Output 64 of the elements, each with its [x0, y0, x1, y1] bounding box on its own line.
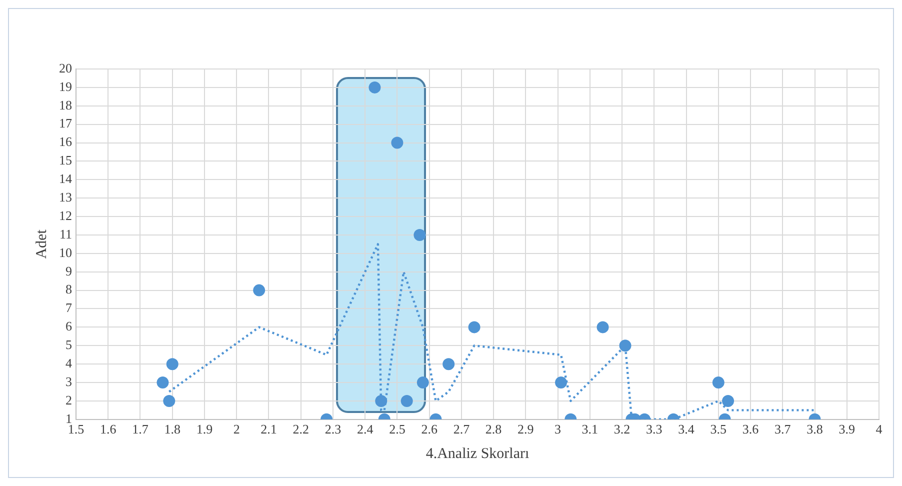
x-tick-label: 2.3: [324, 422, 342, 437]
x-tick-label: 2.1: [260, 422, 277, 437]
x-tick-label: 3.3: [646, 422, 662, 437]
y-axis-title: Adet: [34, 228, 50, 259]
y-tick-label: 19: [59, 78, 72, 94]
x-tick-label: 2.5: [389, 422, 406, 437]
point: [555, 376, 568, 389]
x-tick-label: 2.7: [453, 422, 470, 437]
y-tick-label: 20: [59, 60, 72, 76]
point: [596, 321, 609, 334]
x-tick-label: 4: [876, 422, 883, 437]
point: [163, 394, 176, 407]
point: [156, 376, 169, 389]
x-tick-label: 3.8: [806, 422, 823, 437]
y-tick-label: 10: [59, 244, 72, 260]
y-tick-label: 15: [59, 152, 72, 168]
y-tick-label: 3: [66, 374, 72, 389]
x-tick-label: 3.9: [838, 422, 856, 437]
line-series: [168, 243, 816, 420]
x-tick-label: 2.4: [356, 422, 374, 437]
y-tick-label: 13: [59, 190, 72, 205]
point: [416, 376, 429, 389]
x-tick-label: 1.7: [132, 422, 149, 437]
y-tick-label: 6: [66, 318, 72, 334]
point: [375, 394, 388, 407]
x-tick-label: 3.1: [582, 422, 598, 437]
point: [166, 358, 178, 370]
x-tick-label: 3.4: [678, 422, 695, 437]
y-tick-label: 4: [66, 355, 72, 370]
y-tick-label: 5: [66, 337, 72, 352]
y-tick-label: 8: [66, 282, 72, 297]
x-tick-label: 3.7: [774, 422, 792, 437]
y-tick-label: 16: [59, 134, 72, 150]
x-tick-label: 2: [233, 422, 240, 437]
x-tick-label: 2.2: [292, 422, 309, 437]
y-tick-label: 14: [59, 171, 72, 186]
y-tick-label: 11: [59, 226, 72, 242]
y-tick-label: 9: [66, 263, 72, 278]
point: [368, 81, 381, 94]
y-tick-label: 12: [59, 208, 72, 223]
x-tick-label: 1.6: [100, 422, 117, 437]
point: [253, 284, 266, 296]
x-tick-label: 2.9: [518, 422, 534, 437]
point: [722, 394, 734, 407]
x-tick-label: 3: [554, 422, 562, 437]
point: [400, 394, 413, 407]
y-tick-label: 17: [59, 116, 72, 131]
x-axis-title: 4.Analiz Skorları: [426, 446, 530, 462]
x-tick-label: 2.6: [421, 422, 438, 437]
y-tick-label: 2: [66, 392, 72, 408]
x-tick-label: 3.6: [742, 422, 760, 437]
x-tick-label: 3.2: [614, 422, 630, 437]
x-tick-label: 3.5: [710, 422, 727, 437]
x-tick-label: 2.8: [485, 422, 502, 437]
point: [442, 358, 455, 370]
y-tick-label: 7: [66, 300, 72, 316]
y-tick-label: 18: [59, 97, 72, 112]
point: [712, 376, 724, 389]
point: [414, 228, 426, 241]
x-tick-label: 1.9: [196, 422, 213, 437]
point: [619, 340, 632, 352]
point: [391, 136, 404, 149]
point: [468, 321, 480, 334]
x-tick-label: 1.8: [164, 422, 180, 437]
